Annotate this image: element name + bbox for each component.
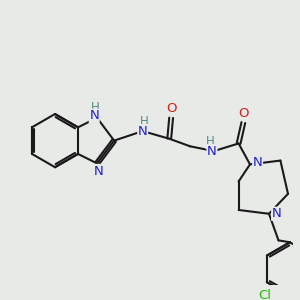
Text: Cl: Cl — [259, 289, 272, 300]
Text: N: N — [272, 207, 281, 220]
Text: O: O — [166, 102, 176, 115]
Text: H: H — [206, 135, 214, 148]
Text: N: N — [253, 156, 262, 169]
Text: H: H — [140, 115, 149, 128]
Text: H: H — [91, 101, 100, 114]
Text: N: N — [207, 145, 217, 158]
Text: N: N — [89, 110, 99, 122]
Text: N: N — [94, 164, 104, 178]
Text: N: N — [138, 124, 148, 138]
Text: O: O — [238, 106, 249, 120]
